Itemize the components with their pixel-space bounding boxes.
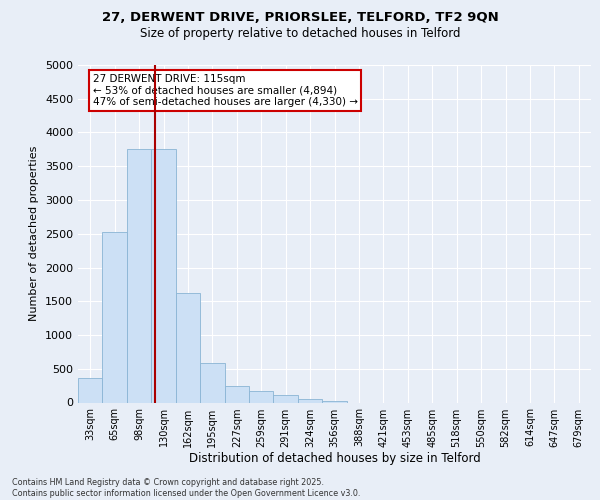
Text: Size of property relative to detached houses in Telford: Size of property relative to detached ho… [140,28,460,40]
Bar [151,150,176,402]
Bar [322,401,347,402]
Bar [127,150,151,402]
Text: 27, DERWENT DRIVE, PRIORSLEE, TELFORD, TF2 9QN: 27, DERWENT DRIVE, PRIORSLEE, TELFORD, T… [101,11,499,24]
Bar [103,232,127,402]
X-axis label: Distribution of detached houses by size in Telford: Distribution of detached houses by size … [188,452,481,466]
Bar [249,390,274,402]
Text: 27 DERWENT DRIVE: 115sqm
← 53% of detached houses are smaller (4,894)
47% of sem: 27 DERWENT DRIVE: 115sqm ← 53% of detach… [92,74,358,107]
Bar [224,386,249,402]
Bar [200,362,224,403]
Bar [274,396,298,402]
Text: Contains HM Land Registry data © Crown copyright and database right 2025.
Contai: Contains HM Land Registry data © Crown c… [12,478,361,498]
Bar [176,293,200,403]
Bar [298,399,322,402]
Y-axis label: Number of detached properties: Number of detached properties [29,146,40,322]
Bar [78,378,103,402]
